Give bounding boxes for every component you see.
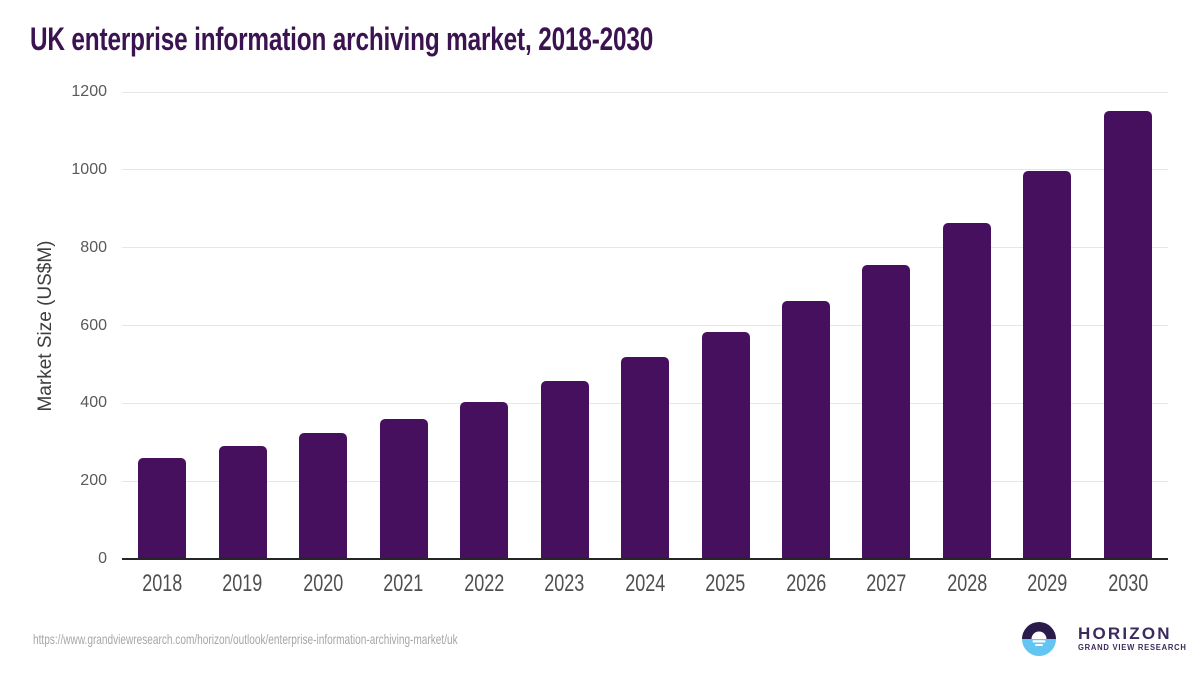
bar-slot-2022 [444,92,524,559]
x-axis-line [122,558,1168,560]
y-tick-label-0: 0 [98,550,107,567]
plot-area [122,91,1168,560]
y-tick-label-1000: 1000 [71,160,107,178]
x-tick-label-2021: 2021 [383,570,424,597]
y-tick-label-1200: 1200 [71,83,107,100]
y-tick-label-400: 400 [80,394,107,412]
bar-slot-2023 [524,92,604,559]
x-tick-label-2029: 2029 [1027,570,1068,597]
bar-slot-2025 [685,92,765,559]
y-tick-label-200: 200 [80,472,107,490]
bar-2019[interactable] [218,446,267,559]
gridline-1200 [122,91,1168,93]
logo-brand-name: HORIZON [1078,624,1172,643]
bar-2027[interactable] [862,265,911,559]
x-axis-tick-labels: 2018 2019 2020 2021 2022 2023 2024 2025 2026 2027… [122,570,1168,598]
y-tick-label-800: 800 [80,238,107,256]
x-tick-label-2025: 2025 [705,570,746,597]
bar-slot-2019 [202,92,282,559]
bar-2026[interactable] [781,300,830,559]
bar-slot-2029 [1007,92,1087,559]
bar-slot-2028 [927,92,1007,559]
logo-brand-subtitle: GRAND VIEW RESEARCH [1078,643,1187,652]
bar-2018[interactable] [138,457,187,559]
x-tick-label-2030: 2030 [1107,570,1148,597]
horizon-logo: HORIZON GRAND VIEW RESEARCH [1021,621,1192,657]
bar-slot-2024 [605,92,685,559]
bar-2030[interactable] [1103,111,1152,559]
y-axis-tick-labels: 0 200 400 600 800 1000 1200 [0,83,107,567]
x-tick-label-2026: 2026 [785,570,826,597]
bar-2021[interactable] [379,418,428,559]
bar-series [122,92,1168,559]
gridline-800 [122,247,1168,249]
x-tick-label-2024: 2024 [625,570,666,597]
x-tick-label-2027: 2027 [866,570,907,597]
bar-2024[interactable] [621,357,670,559]
x-tick-label-2022: 2022 [464,570,505,597]
gridline-1000 [122,169,1168,171]
x-tick-label-2019: 2019 [222,570,263,597]
gridline-600 [122,325,1168,326]
horizon-logo-icon [1022,622,1056,656]
x-tick-label-2018: 2018 [142,570,183,597]
y-tick-label-600: 600 [80,316,107,334]
bar-2028[interactable] [942,222,991,559]
bar-2022[interactable] [460,402,509,559]
x-tick-label-2020: 2020 [303,570,344,597]
bar-slot-2018 [122,92,202,559]
bar-2029[interactable] [1023,171,1072,559]
bar-2020[interactable] [299,433,348,559]
bar-slot-2026 [766,92,846,559]
bar-2025[interactable] [701,331,750,559]
bar-2023[interactable] [540,380,589,559]
bar-slot-2021 [363,92,443,559]
logo-text-block: HORIZON GRAND VIEW RESEARCH [1078,624,1192,652]
chart-title: UK enterprise information archiving mark… [30,21,654,57]
x-tick-label-2023: 2023 [544,570,585,597]
bar-slot-2030 [1088,92,1168,559]
x-tick-label-2028: 2028 [946,570,987,597]
bar-slot-2027 [846,92,926,559]
bar-slot-2020 [283,92,363,559]
source-url: https://www.grandviewresearch.com/horizo… [33,631,458,647]
